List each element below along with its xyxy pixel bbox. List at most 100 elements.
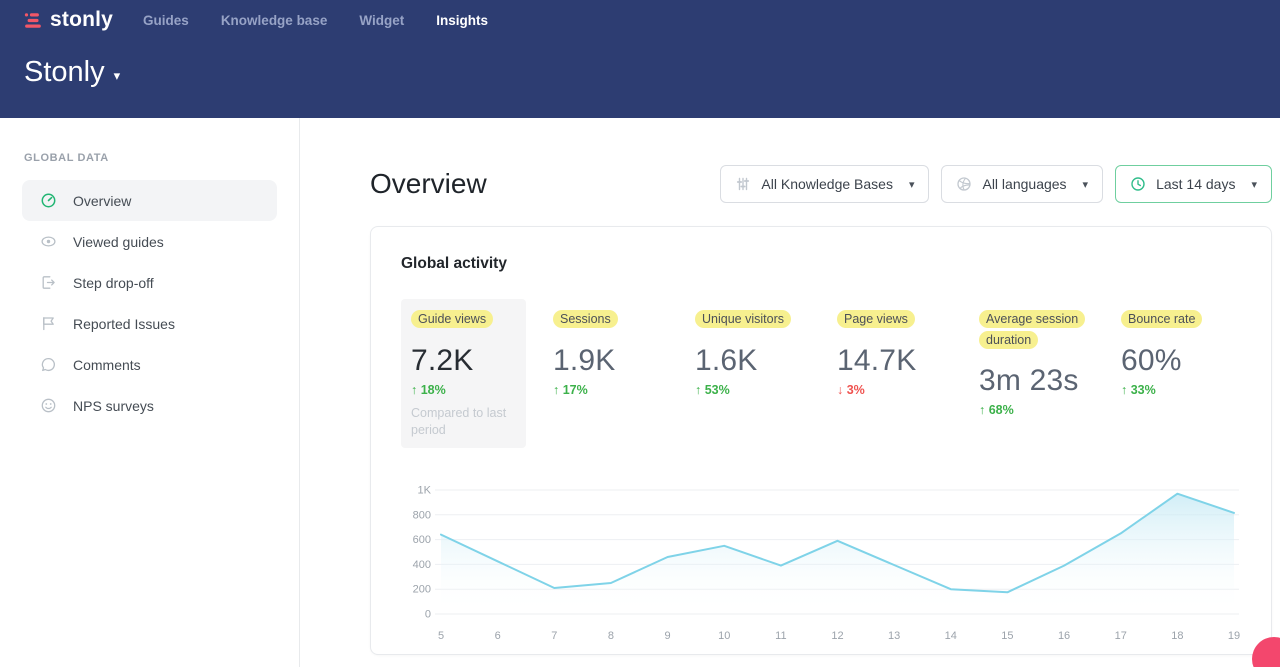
svg-text:0: 0 bbox=[425, 609, 431, 621]
metric-value: 14.7K bbox=[837, 343, 917, 377]
gauge-icon bbox=[41, 193, 56, 208]
sidebar-item-overview[interactable]: Overview bbox=[22, 180, 277, 221]
svg-text:800: 800 bbox=[413, 510, 431, 522]
metric-delta: ↑ 68% bbox=[979, 403, 1014, 418]
arrow-up-icon: ↑ bbox=[1121, 382, 1128, 397]
metric-value: 60% bbox=[1121, 343, 1182, 377]
metric-average-session-duration[interactable]: Average session duration 3m 23s ↑ 68% bbox=[969, 299, 1094, 427]
stonly-logo[interactable]: stonly bbox=[24, 8, 113, 32]
svg-text:200: 200 bbox=[413, 584, 431, 596]
metrics-row: Guide views 7.2K ↑ 18% Compared to last per… bbox=[401, 299, 1241, 449]
main-content: Overview All Knowledge Bases ▾ All languag… bbox=[300, 118, 1280, 667]
nav-item-insights[interactable]: Insights bbox=[436, 12, 488, 28]
svg-text:18: 18 bbox=[1171, 630, 1183, 642]
sidebar-item-label: Reported Issues bbox=[73, 315, 175, 332]
filter-all-knowledge-bases[interactable]: All Knowledge Bases ▾ bbox=[720, 165, 930, 203]
chevron-down-icon: ▾ bbox=[1251, 178, 1257, 191]
arrow-up-icon: ↑ bbox=[411, 382, 418, 397]
metric-delta: ↑ 53% bbox=[695, 382, 730, 397]
activity-chart: 0 200 400 600 800 1K 5 6 7 8 9 10 11 12 13 14 15 16 17 18 19 bbox=[401, 476, 1241, 651]
sidebar-item-comments[interactable]: Comments bbox=[22, 344, 277, 385]
page-title: Overview bbox=[370, 168, 487, 199]
svg-text:14: 14 bbox=[945, 630, 957, 642]
metric-delta: ↓ 3% bbox=[837, 382, 865, 397]
svg-text:10: 10 bbox=[718, 630, 730, 642]
stonly-logo-icon bbox=[24, 12, 41, 28]
sidebar-item-label: Comments bbox=[73, 356, 141, 373]
workspace-title: Stonly bbox=[24, 56, 105, 88]
sidebar-item-label: Step drop-off bbox=[73, 274, 154, 291]
metric-note: Compared to last period bbox=[411, 405, 507, 437]
workspace-caret-icon[interactable]: ▾ bbox=[113, 67, 121, 83]
filter-last-14-days[interactable]: Last 14 days ▾ bbox=[1115, 165, 1272, 203]
primary-nav: Guides Knowledge base Widget Insights bbox=[143, 13, 488, 28]
svg-text:7: 7 bbox=[551, 630, 557, 642]
arrow-up-icon: ↑ bbox=[553, 382, 560, 397]
svg-text:16: 16 bbox=[1058, 630, 1070, 642]
metric-label: Average session duration bbox=[979, 310, 1086, 349]
arrow-down-icon: ↓ bbox=[837, 382, 844, 397]
filter-label: All languages bbox=[982, 176, 1067, 192]
chevron-down-icon: ▾ bbox=[908, 178, 915, 191]
workspace-row: Stonly ▾ bbox=[0, 56, 1280, 89]
metric-delta: ↑ 17% bbox=[553, 382, 588, 397]
clock-icon bbox=[1131, 177, 1145, 191]
svg-text:19: 19 bbox=[1228, 630, 1240, 642]
sidebar-item-reported-issues[interactable]: Reported Issues bbox=[22, 303, 277, 344]
global-activity-card: Global activity Guide views 7.2K ↑ 18% Comp… bbox=[370, 226, 1272, 655]
eye-icon bbox=[41, 236, 56, 247]
metric-value: 1.9K bbox=[553, 343, 616, 377]
svg-text:17: 17 bbox=[1115, 630, 1127, 642]
sidebar-item-label: Overview bbox=[73, 192, 132, 209]
arrow-up-icon: ↑ bbox=[979, 403, 986, 418]
sidebar-item-nps-surveys[interactable]: NPS surveys bbox=[22, 385, 277, 426]
svg-text:15: 15 bbox=[1001, 630, 1013, 642]
svg-text:400: 400 bbox=[413, 559, 431, 571]
chevron-down-icon: ▾ bbox=[1082, 178, 1089, 191]
sidebar-section-label: GLOBAL DATA bbox=[24, 152, 109, 164]
nav-item-guides[interactable]: Guides bbox=[143, 12, 189, 28]
comment-icon bbox=[41, 357, 55, 372]
svg-text:13: 13 bbox=[888, 630, 900, 642]
sidebar-item-label: NPS surveys bbox=[73, 397, 154, 414]
svg-text:6: 6 bbox=[495, 630, 501, 642]
metric-bounce-rate[interactable]: Bounce rate 60% ↑ 33% bbox=[1111, 299, 1236, 407]
metric-delta: ↑ 18% bbox=[411, 382, 446, 397]
sidebar-item-label: Viewed guides bbox=[73, 233, 164, 250]
svg-text:600: 600 bbox=[413, 534, 431, 546]
step-out-icon bbox=[42, 276, 55, 289]
card-title: Global activity bbox=[401, 255, 507, 272]
svg-text:12: 12 bbox=[831, 630, 843, 642]
svg-text:11: 11 bbox=[775, 630, 786, 642]
filter-all-languages[interactable]: All languages ▾ bbox=[941, 165, 1104, 203]
filter-label: All Knowledge Bases bbox=[761, 176, 893, 192]
filter-label: Last 14 days bbox=[1156, 176, 1236, 192]
logo-wordmark: stonly bbox=[50, 8, 114, 31]
flag-icon bbox=[43, 317, 54, 331]
metric-label: Sessions bbox=[553, 310, 618, 328]
metric-unique-visitors[interactable]: Unique visitors 1.6K ↑ 53% bbox=[685, 299, 810, 407]
svg-text:9: 9 bbox=[665, 630, 671, 642]
sidebar-item-viewed-guides[interactable]: Viewed guides bbox=[22, 221, 277, 262]
filter-bar: All Knowledge Bases ▾ All languages ▾ Last 1… bbox=[720, 165, 1272, 203]
metric-label: Guide views bbox=[411, 310, 494, 328]
metric-label: Page views bbox=[837, 310, 915, 328]
area-chart-svg: 0 200 400 600 800 1K 5 6 7 8 9 10 11 12 13 14 15 16 17 18 19 bbox=[413, 485, 1240, 643]
svg-text:1K: 1K bbox=[418, 485, 432, 497]
svg-text:8: 8 bbox=[608, 630, 614, 642]
sliders-icon bbox=[737, 177, 750, 191]
metric-label: Bounce rate bbox=[1121, 310, 1203, 328]
arrow-up-icon: ↑ bbox=[695, 382, 702, 397]
nav-item-knowledge-base[interactable]: Knowledge base bbox=[220, 12, 328, 28]
globe-icon bbox=[957, 177, 972, 191]
metric-label: Unique visitors bbox=[695, 310, 791, 328]
metric-delta: ↑ 33% bbox=[1121, 382, 1156, 397]
svg-text:5: 5 bbox=[438, 630, 444, 642]
sidebar-item-step-drop-off[interactable]: Step drop-off bbox=[22, 262, 277, 303]
nav-item-widget[interactable]: Widget bbox=[359, 12, 405, 28]
metric-guide-views[interactable]: Guide views 7.2K ↑ 18% Compared to last per… bbox=[401, 299, 526, 449]
metric-page-views[interactable]: Page views 14.7K ↓ 3% bbox=[827, 299, 952, 407]
metric-sessions[interactable]: Sessions 1.9K ↑ 17% bbox=[543, 299, 668, 407]
top-navbar: stonly Guides Knowledge base Widget Insight… bbox=[0, 0, 1280, 40]
app-header: stonly Guides Knowledge base Widget Insight… bbox=[0, 0, 1280, 118]
